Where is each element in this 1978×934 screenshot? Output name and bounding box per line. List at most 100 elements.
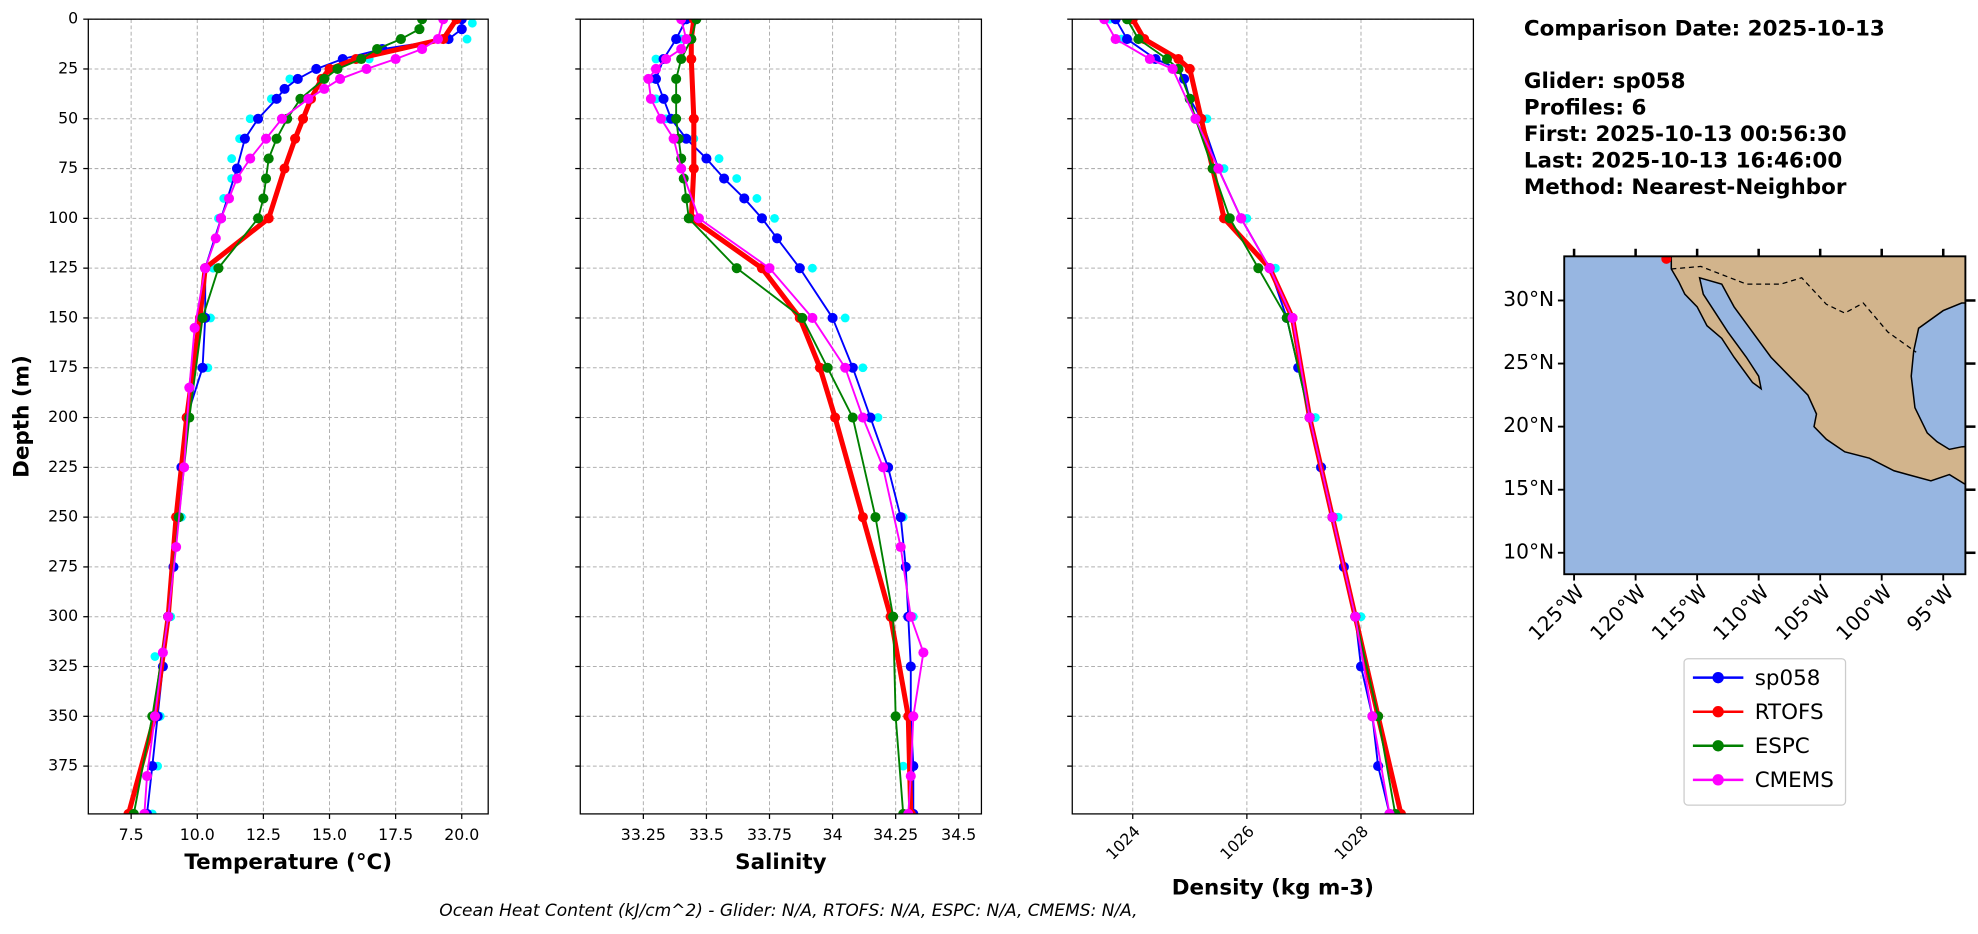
profile-point	[807, 263, 817, 273]
profile-point	[1121, 19, 1133, 25]
profile-line	[688, 19, 914, 814]
x-tick-label: 34.25	[873, 825, 918, 844]
profile-point	[770, 213, 779, 223]
x-axis-label: Density (kg m-3)	[1172, 875, 1374, 900]
profile-point	[895, 541, 906, 553]
profile-point	[451, 19, 462, 25]
profile-point	[1121, 34, 1133, 45]
map-area	[1564, 256, 1966, 575]
profile-point	[822, 362, 833, 373]
profile-point	[231, 163, 242, 174]
profile-point	[245, 153, 256, 164]
profile-point	[361, 63, 372, 75]
profile-point	[319, 73, 330, 84]
profile-point	[438, 19, 449, 25]
profile-point	[1110, 19, 1121, 25]
y-tick-label: 350	[48, 706, 78, 725]
profile-point	[260, 173, 272, 184]
profile-point	[1384, 808, 1395, 814]
profile-point	[1350, 611, 1361, 622]
profile-point	[676, 19, 687, 25]
profile-point	[651, 54, 661, 64]
profile-point	[184, 382, 195, 393]
profile-point	[870, 512, 881, 523]
profile-point	[905, 661, 916, 672]
profile-point	[645, 93, 656, 104]
profile-point	[390, 53, 401, 65]
profile-point	[840, 362, 851, 373]
profile-point	[714, 154, 724, 164]
profile-point	[1253, 263, 1264, 274]
profile-point	[462, 34, 472, 44]
profile-point	[417, 19, 428, 25]
y-tick-label: 10°N	[1503, 539, 1554, 563]
profile-point	[1327, 512, 1338, 523]
profile-point	[258, 193, 269, 204]
profile-point	[683, 213, 694, 224]
x-tick-label: 20.0	[444, 825, 479, 844]
profile-point	[292, 73, 303, 84]
profile-point	[756, 213, 767, 224]
legend-marker	[1712, 671, 1724, 684]
y-tick-label: 30°N	[1503, 287, 1554, 311]
y-axis-label: Depth (m)	[10, 355, 35, 478]
profile-point	[814, 362, 826, 373]
y-tick-label: 75	[58, 158, 78, 177]
profile-point	[671, 113, 682, 124]
profile-point	[1144, 53, 1155, 65]
profile-point	[895, 512, 906, 523]
profile-point	[681, 133, 692, 144]
x-axis-label: Salinity	[735, 850, 826, 875]
y-tick-label: 0	[68, 9, 78, 28]
profile-point	[223, 193, 235, 204]
profile-point	[1190, 113, 1201, 124]
plot-area	[1099, 19, 1406, 814]
profile-point	[827, 312, 838, 323]
profile-point	[276, 113, 287, 124]
profile-point	[290, 133, 301, 144]
legend-box	[1683, 658, 1847, 806]
profile-point	[1184, 63, 1195, 75]
profile-point	[865, 412, 876, 423]
profile-point	[245, 114, 255, 124]
profile-point	[903, 808, 914, 814]
info-line: Last: 2025-10-13 16:46:00	[1524, 149, 1842, 174]
y-tick-label: 25	[58, 58, 78, 77]
profile-point	[719, 173, 730, 184]
x-tick-label: 7.5	[119, 825, 144, 844]
info-line: Glider: sp058	[1524, 69, 1686, 94]
profile-point	[731, 263, 742, 274]
plot-area	[123, 19, 477, 814]
border	[1671, 265, 1917, 353]
legend-label: RTOFS	[1755, 700, 1824, 725]
profile-point	[227, 154, 237, 164]
profile-point	[263, 153, 274, 164]
profile-point	[263, 213, 274, 224]
y-tick-label: 275	[48, 556, 78, 575]
axes-frame	[87, 18, 489, 815]
profile-point	[671, 34, 682, 45]
x-tick-label: 125°W	[1524, 580, 1589, 645]
x-tick-label: 1028	[1330, 822, 1372, 864]
profile-point	[681, 34, 692, 45]
profile-point	[213, 263, 224, 274]
y-tick-label: 200	[48, 407, 78, 426]
profile-point	[197, 362, 208, 373]
profile-point	[877, 462, 889, 473]
legend-marker	[1712, 774, 1724, 786]
profile-point	[253, 113, 264, 124]
profile-point	[1099, 19, 1110, 25]
profile-point	[210, 233, 221, 244]
info-line: Comparison Date: 2025-10-13	[1524, 16, 1885, 41]
profile-point	[693, 213, 704, 224]
profile-point	[794, 263, 805, 274]
profile-point	[197, 312, 208, 323]
x-axis-label: Temperature (°C)	[184, 850, 392, 875]
profile-point	[688, 163, 699, 174]
profile-point	[279, 83, 290, 94]
profile-point	[1161, 53, 1173, 65]
y-tick-label: 300	[48, 606, 78, 625]
profile-point	[260, 133, 272, 144]
profile-point	[807, 312, 818, 323]
